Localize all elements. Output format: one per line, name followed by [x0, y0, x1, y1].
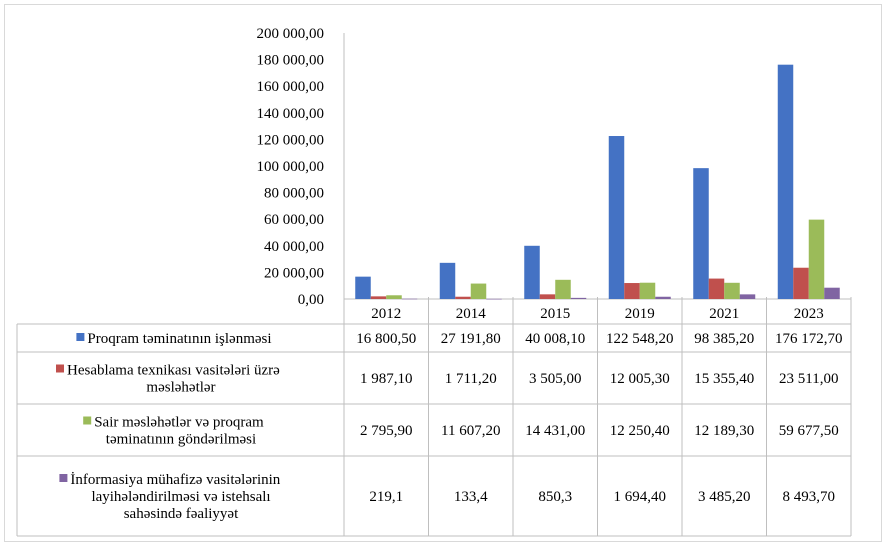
chart-frame — [4, 4, 882, 542]
table-cell-value: 1 694,40 — [614, 489, 667, 505]
table-cell-value: 1 987,10 — [360, 371, 413, 387]
bar-series-3 — [639, 282, 656, 299]
series-name: təminatının göndərilməsi — [106, 432, 256, 448]
bar-series-1 — [439, 262, 456, 299]
series-name: məsləhətlər — [146, 380, 215, 396]
y-tick-label: 60 000,00 — [264, 212, 324, 228]
category-label: 2012 — [371, 306, 401, 322]
series-name: layihələndirilməsi və istehsalı — [91, 489, 270, 505]
table-cell-value: 133,4 — [454, 489, 488, 505]
bar-series-3 — [808, 219, 825, 299]
table-cell-value: 3 505,00 — [529, 371, 582, 387]
bar-series-3 — [470, 283, 487, 299]
table-cell-value: 12 189,30 — [694, 423, 754, 439]
bar-series-3 — [555, 279, 571, 299]
bar-series-4 — [570, 297, 587, 299]
series-name: Sair məsləhətlər və proqram — [94, 415, 264, 431]
table-cell-value: 15 355,40 — [694, 371, 754, 387]
bar-series-3 — [386, 295, 402, 299]
table-cell-value: 850,3 — [538, 489, 572, 505]
legend-key-series-4 — [59, 474, 68, 482]
table-cell-value: 40 008,10 — [525, 331, 585, 347]
table-cell-value: 11 607,20 — [441, 423, 500, 439]
y-tick-label: 160 000,00 — [257, 79, 325, 95]
table-cell-value: 27 191,80 — [441, 331, 501, 347]
series-name: İnformasiya mühafizə vasitələrinin — [70, 472, 280, 488]
bar-series-1 — [524, 245, 540, 299]
table-cell-value: 12 005,30 — [610, 371, 670, 387]
y-tick-label: 100 000,00 — [257, 159, 325, 175]
y-tick-label: 180 000,00 — [257, 53, 325, 69]
table-cell-value: 23 511,00 — [779, 371, 838, 387]
bar-series-4 — [486, 298, 502, 300]
legend-key-series-2 — [56, 364, 64, 373]
bar-series-1 — [693, 168, 709, 299]
bar-series-4 — [824, 287, 840, 299]
bar-series-2 — [455, 296, 471, 299]
bar-series-4 — [655, 296, 671, 299]
y-tick-label: 80 000,00 — [264, 186, 324, 202]
y-tick-label: 0,00 — [298, 292, 324, 308]
table-cell-value: 219,1 — [369, 489, 403, 505]
table-cell-value: 1 711,20 — [445, 371, 497, 387]
series-name: sahəsində fəaliyyət — [124, 506, 239, 522]
bar-series-2 — [793, 267, 809, 299]
table-cell-value: 16 800,50 — [356, 331, 416, 347]
bar-series-1 — [608, 136, 625, 299]
table-cell-value: 12 250,40 — [610, 423, 670, 439]
bar-series-1 — [355, 276, 371, 299]
table-cell-value: 176 172,70 — [775, 331, 843, 347]
bar-series-4 — [739, 294, 756, 299]
bar-series-2 — [708, 278, 725, 299]
table-cell-value: 14 431,00 — [525, 423, 585, 439]
bar-series-1 — [777, 64, 794, 299]
bar-series-2 — [370, 296, 387, 299]
series-name: Hesablama texnikası vasitələri üzrə — [67, 363, 280, 379]
table-cell-value: 122 548,20 — [606, 331, 674, 347]
bar-series-3 — [724, 282, 740, 299]
table-cell-value: 8 493,70 — [783, 489, 836, 505]
table-cell-value: 59 677,50 — [779, 423, 839, 439]
y-tick-label: 40 000,00 — [264, 239, 324, 255]
legend-key-series-3 — [83, 416, 92, 425]
y-tick-label: 200 000,00 — [257, 26, 325, 42]
bar-series-2 — [539, 294, 556, 299]
category-label: 2021 — [709, 306, 739, 322]
series-name: Proqram təminatının işlənməsi — [87, 331, 271, 347]
category-label: 2015 — [540, 306, 570, 322]
y-tick-label: 20 000,00 — [264, 265, 324, 281]
table-cell-value: 3 485,20 — [698, 489, 751, 505]
bar-series-4 — [401, 298, 418, 300]
table-cell-value: 2 795,90 — [360, 423, 413, 439]
y-tick-label: 140 000,00 — [257, 106, 325, 122]
y-tick-label: 120 000,00 — [257, 132, 325, 148]
category-label: 2023 — [794, 306, 824, 322]
category-label: 2014 — [456, 306, 487, 322]
legend-key-series-1 — [76, 333, 85, 341]
table-cell-value: 98 385,20 — [694, 331, 754, 347]
category-label: 2019 — [625, 306, 655, 322]
bar-series-2 — [624, 283, 640, 299]
